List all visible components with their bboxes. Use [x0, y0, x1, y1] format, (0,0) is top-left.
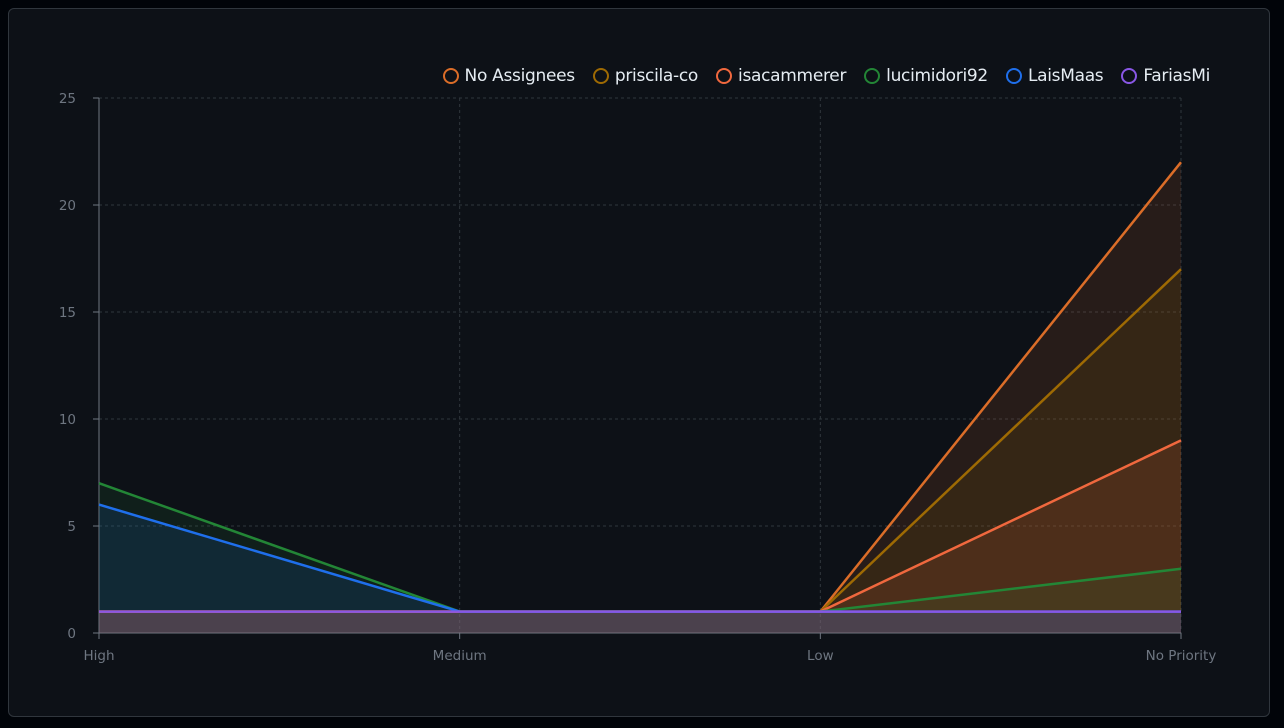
- legend-swatch-priscila-co: [592, 68, 609, 84]
- legend-item-lucimidori92[interactable]: lucimidori92: [864, 66, 988, 86]
- y-tick-label-10: 10: [59, 412, 76, 428]
- chart-legend: No Assignees priscila-co isacammerer luc…: [442, 66, 1210, 86]
- legend-item-fariasmi[interactable]: FariasMi: [1121, 66, 1210, 86]
- y-tick-label-25: 25: [59, 91, 76, 107]
- area-isacammerer: [99, 440, 1181, 633]
- legend-swatch-lucimidori92: [864, 68, 881, 84]
- y-tick-label-15: 15: [59, 305, 76, 321]
- legend-swatch-fariasmi: [1121, 68, 1138, 84]
- x-tick-label-no-priority: No Priority: [1146, 648, 1217, 664]
- legend-label: No Assignees: [464, 66, 576, 86]
- chart-card: [8, 8, 1270, 717]
- legend-item-isacammerer[interactable]: isacammerer: [716, 66, 846, 86]
- area-lucimidori92: [99, 483, 1181, 633]
- y-tick-label-20: 20: [59, 198, 76, 214]
- x-tick-label-low: Low: [807, 648, 834, 664]
- x-tick-label-high: High: [83, 648, 114, 664]
- area-no-assignees: [99, 162, 1181, 633]
- legend-item-laismaas[interactable]: LaisMaas: [1005, 66, 1104, 86]
- legend-label: LaisMaas: [1027, 66, 1104, 86]
- legend-swatch-laismaas: [1005, 68, 1022, 84]
- area-priscila-co: [99, 269, 1181, 633]
- legend-item-priscila-co[interactable]: priscila-co: [592, 66, 699, 86]
- legend-swatch-no-assignees: [442, 68, 459, 84]
- legend-swatch-isacammerer: [716, 68, 733, 84]
- y-tick-label-0: 0: [67, 626, 76, 642]
- legend-label: isacammerer: [738, 66, 847, 86]
- area-fariasmi: [99, 611, 1181, 633]
- legend-label: priscila-co: [614, 66, 699, 86]
- area-laismaas: [99, 504, 1181, 633]
- y-tick-label-5: 5: [67, 519, 76, 535]
- x-tick-label-medium: Medium: [433, 648, 487, 664]
- legend-label: FariasMi: [1143, 66, 1210, 86]
- legend-item-no-assignees[interactable]: No Assignees: [442, 66, 576, 86]
- legend-label: lucimidori92: [886, 66, 988, 86]
